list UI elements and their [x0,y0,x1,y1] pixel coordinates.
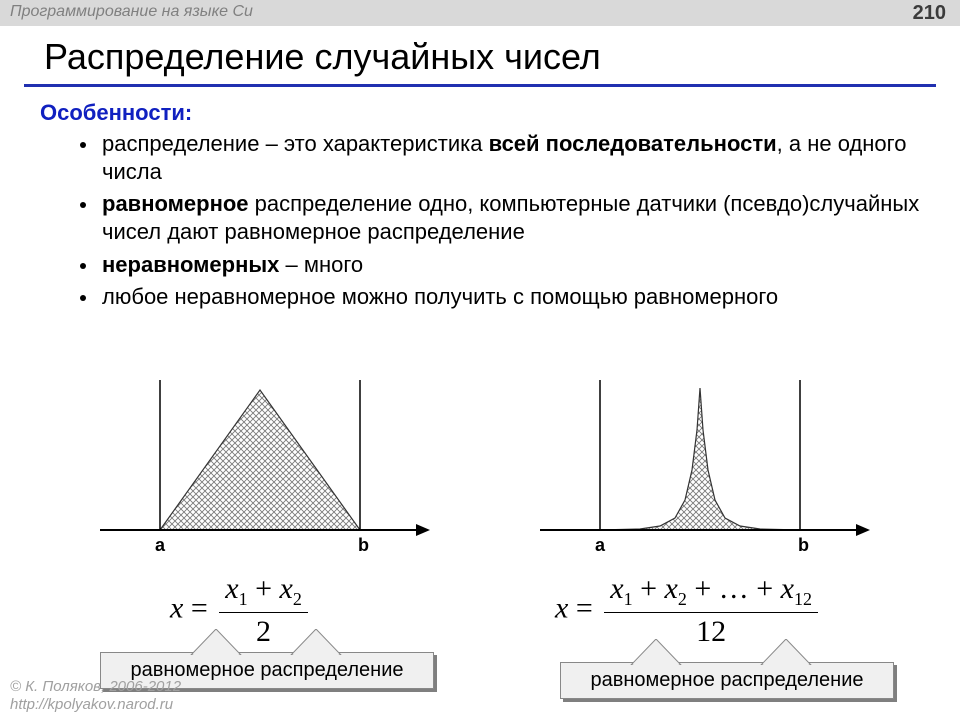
chart-normal: a b [540,380,870,550]
footer-url: http://kpolyakov.narod.ru [10,696,181,714]
axis-label-b: b [358,535,369,556]
bullet-list: распределение – это характеристика всей … [80,130,920,315]
formula-lhs: x [555,591,568,624]
callout-wedge-icon [621,639,691,665]
page-number: 210 [913,2,946,25]
callout-wedge-icon [181,629,251,655]
callout-text: равномерное распределение [590,669,863,691]
slide: Программирование на языке Си 210 Распред… [0,0,960,720]
bullet-bold: всей последовательности [489,131,777,156]
bullet-item: распределение – это характеристика всей … [80,130,920,186]
bullet-text: распределение – это характеристика [102,131,489,156]
chart-svg [100,380,430,550]
axis-label-a: a [595,535,605,556]
course-name: Программирование на языке Си [10,3,253,21]
title-underline [24,84,936,87]
axis-label-b: b [798,535,809,556]
sub: 2 [293,589,302,609]
section-label: Особенности: [40,100,192,126]
bullet-text: – много [279,252,363,277]
chart-triangular: a b [100,380,430,550]
callout-wedge-icon [281,629,351,655]
chart-svg [540,380,870,550]
axis-label-a: a [155,535,165,556]
formula-lhs: x [170,591,183,624]
bullet-text: любое неравномерное можно получить с пом… [102,284,778,309]
callout-right: равномерное распределение [560,662,894,699]
bullet-item: равномерное распределение одно, компьюте… [80,190,920,246]
footer: © К. Поляков, 2006-2012 http://kpolyakov… [10,678,181,714]
bullet-item: неравномерных – много [80,251,920,279]
copyright: © К. Поляков, 2006-2012 [10,678,181,696]
callout-wedge-icon [751,639,821,665]
bullet-bold: равномерное [102,191,249,216]
formula-right: x = x1 + x2 + … + x12 12 [555,572,818,649]
slide-title: Распределение случайных чисел [44,36,601,78]
sub: 1 [239,589,248,609]
bullet-item: любое неравномерное можно получить с пом… [80,283,920,311]
bullet-bold: неравномерных [102,252,279,277]
